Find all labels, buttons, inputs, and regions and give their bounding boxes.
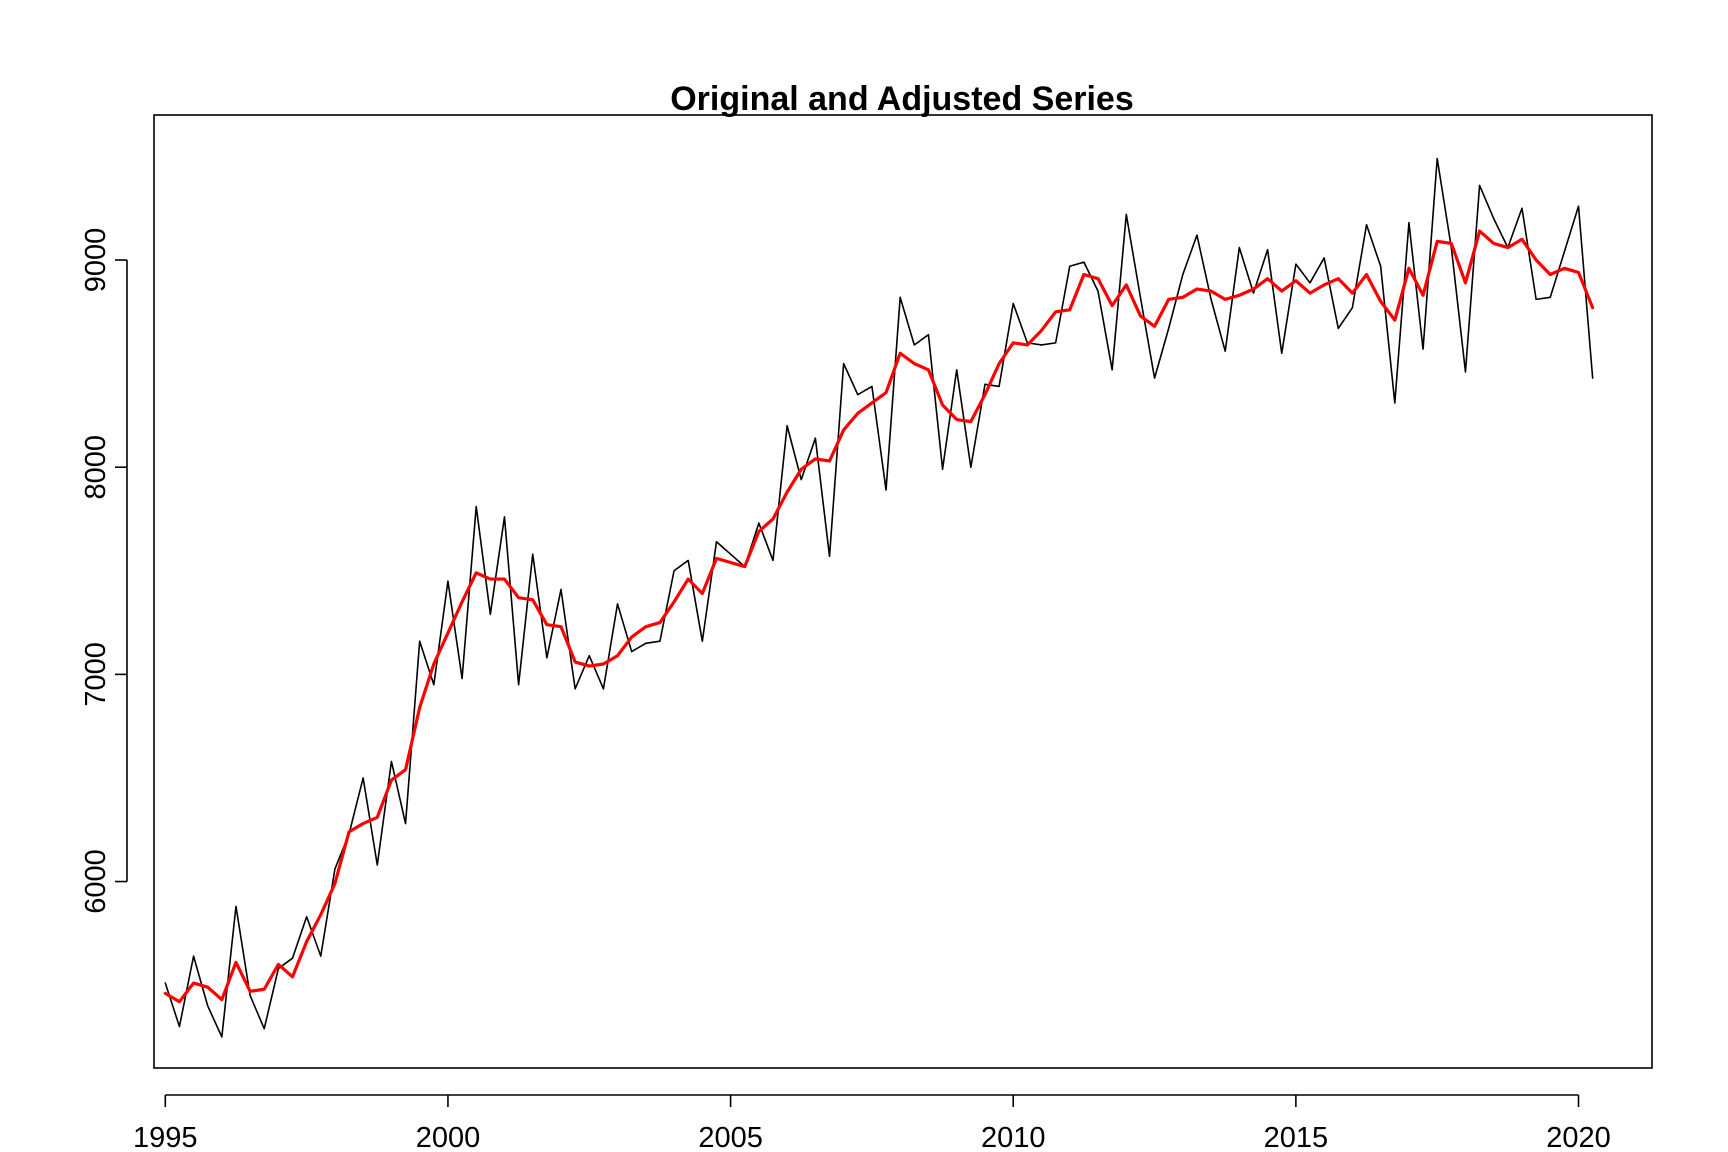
x-tick-label: 1995 — [133, 1122, 198, 1152]
x-tick-label: 2000 — [416, 1122, 481, 1152]
chart-title: Original and Adjusted Series — [670, 80, 1134, 118]
y-tick-label: 8000 — [80, 435, 112, 500]
x-tick-label: 2015 — [1264, 1122, 1329, 1152]
y-tick-label: 9000 — [80, 228, 112, 293]
y-tick-label: 7000 — [80, 642, 112, 707]
series-layer — [163, 157, 1595, 1038]
series-line-original — [164, 157, 1594, 1038]
y-axis: 6000 7000 8000 9000 — [80, 228, 128, 914]
y-tick-label: 6000 — [80, 849, 112, 914]
x-tick-label: 2010 — [981, 1122, 1046, 1152]
x-axis: 1995 2000 2005 2010 2015 2020 — [133, 1094, 1611, 1152]
plot-frame — [153, 114, 1653, 1069]
series-line-adjusted — [163, 229, 1595, 1004]
x-tick-label: 2005 — [698, 1122, 763, 1152]
x-tick-label: 2020 — [1546, 1122, 1611, 1152]
